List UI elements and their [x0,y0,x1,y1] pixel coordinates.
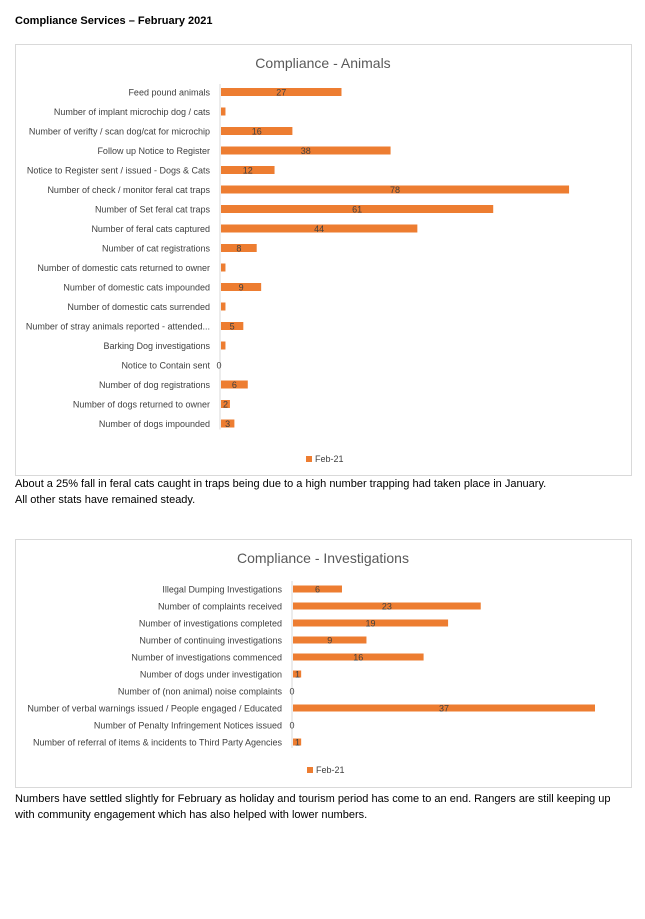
data-label: 3 [225,419,230,429]
bar [221,263,226,272]
bar [221,205,494,213]
category-label: Barking Dog investigations [103,341,210,351]
bar [293,738,302,746]
bar [221,400,230,408]
category-label: Number of cat registrations [102,244,211,254]
bar [221,224,418,233]
data-label: 6 [315,585,320,595]
data-label: 1 [295,738,300,748]
data-label: 23 [382,602,392,612]
category-label: Number of implant microchip dog / cats [54,107,211,117]
investigations-note-line-1: Numbers have settled slightly for Februa… [15,793,611,805]
bar [221,322,244,330]
bar [221,127,293,135]
category-label: Number of dogs under investigation [140,670,282,680]
category-label: Number of dogs returned to owner [73,400,210,410]
category-label: Number of stray animals reported - atten… [26,322,210,332]
category-label: Notice to Register sent / issued - Dogs … [27,166,211,176]
data-label: 8 [236,244,241,254]
category-label: Number of (non animal) noise complaints [118,687,283,697]
chart-title: Compliance - Animals [255,55,390,71]
category-label: Number of continuing investigations [139,636,282,646]
data-label: 19 [366,619,376,629]
animals-chart: Compliance - Animals Feed pound animals 27… [15,44,632,476]
data-label: 9 [327,636,332,646]
data-label: 78 [390,185,400,195]
data-label: 5 [230,322,235,332]
data-label: 37 [439,704,449,714]
investigations-chart: Compliance - Investigations Illegal Dumpi… [15,539,632,788]
animals-note-line-1: About a 25% fall in feral cats caught in… [15,478,547,490]
legend: Feb-21 [307,765,345,775]
category-label: Illegal Dumping Investigations [162,585,282,595]
data-label: 38 [301,146,311,156]
animals-note-line-2: All other stats have remained steady. [15,493,196,506]
category-label: Number of investigations commenced [131,653,282,663]
legend-swatch [306,456,312,462]
category-label: Follow up Notice to Register [97,146,210,156]
category-label: Number of complaints received [158,602,282,612]
bar [221,107,226,116]
data-label: 61 [352,205,362,215]
data-label: 6 [232,380,237,390]
document-title: Compliance Services – February 2021 [15,15,213,27]
category-label: Number of verifty / scan dog/cat for mic… [29,127,210,137]
category-label: Number of investigations completed [139,619,282,629]
data-label: 0 [289,687,294,697]
bar [293,704,595,712]
data-label: 2 [223,400,228,410]
animals-note: About a 25% fall in feral cats caught in… [15,477,635,508]
category-label: Number of verbal warnings issued / Peopl… [27,704,282,714]
bar [293,636,367,644]
bar [293,619,449,627]
category-label: Number of domestic cats returned to owne… [37,263,210,273]
category-label: Notice to Contain sent [121,361,210,371]
legend: Feb-21 [306,454,344,464]
category-label: Number of referral of items & incidents … [33,738,282,748]
bar [221,380,248,389]
legend-label: Feb-21 [315,454,344,464]
data-label: 16 [353,653,363,663]
bar [221,302,226,311]
bar [221,185,570,194]
bar [221,341,226,350]
investigations-note: Numbers have settled slightly for Februa… [15,792,635,823]
bar [293,670,302,678]
data-label: 27 [276,88,286,98]
bar [221,88,342,96]
category-label: Number of feral cats captured [91,224,210,234]
bar [221,283,262,291]
chart-title: Compliance - Investigations [237,550,409,566]
bar [221,419,235,428]
data-label: 16 [252,127,262,137]
data-label: 12 [243,166,253,176]
category-label: Number of domestic cats impounded [63,283,210,293]
investigations-note-line-2: with community engagement which has also… [15,808,368,821]
category-label: Number of Penalty Infringement Notices i… [94,721,282,731]
bar [221,244,257,252]
data-label: 0 [289,721,294,731]
bar [221,146,391,155]
data-label: 0 [216,361,221,371]
category-label: Feed pound animals [128,88,210,98]
category-label: Number of Set feral cat traps [95,205,211,215]
data-label: 1 [295,670,300,680]
category-label: Number of domestic cats surrended [67,302,210,312]
bar [293,653,424,661]
bar [293,602,481,610]
bar [293,585,342,593]
legend-swatch [307,767,313,773]
data-label: 9 [239,283,244,293]
category-label: Number of dogs impounded [99,419,210,429]
bar [221,166,275,174]
legend-label: Feb-21 [316,765,345,775]
category-label: Number of dog registrations [99,380,211,390]
category-label: Number of check / monitor feral cat trap… [47,185,210,195]
investigations-chart-svg: Compliance - Investigations Illegal Dumpi… [27,550,595,775]
data-label: 44 [314,224,324,234]
